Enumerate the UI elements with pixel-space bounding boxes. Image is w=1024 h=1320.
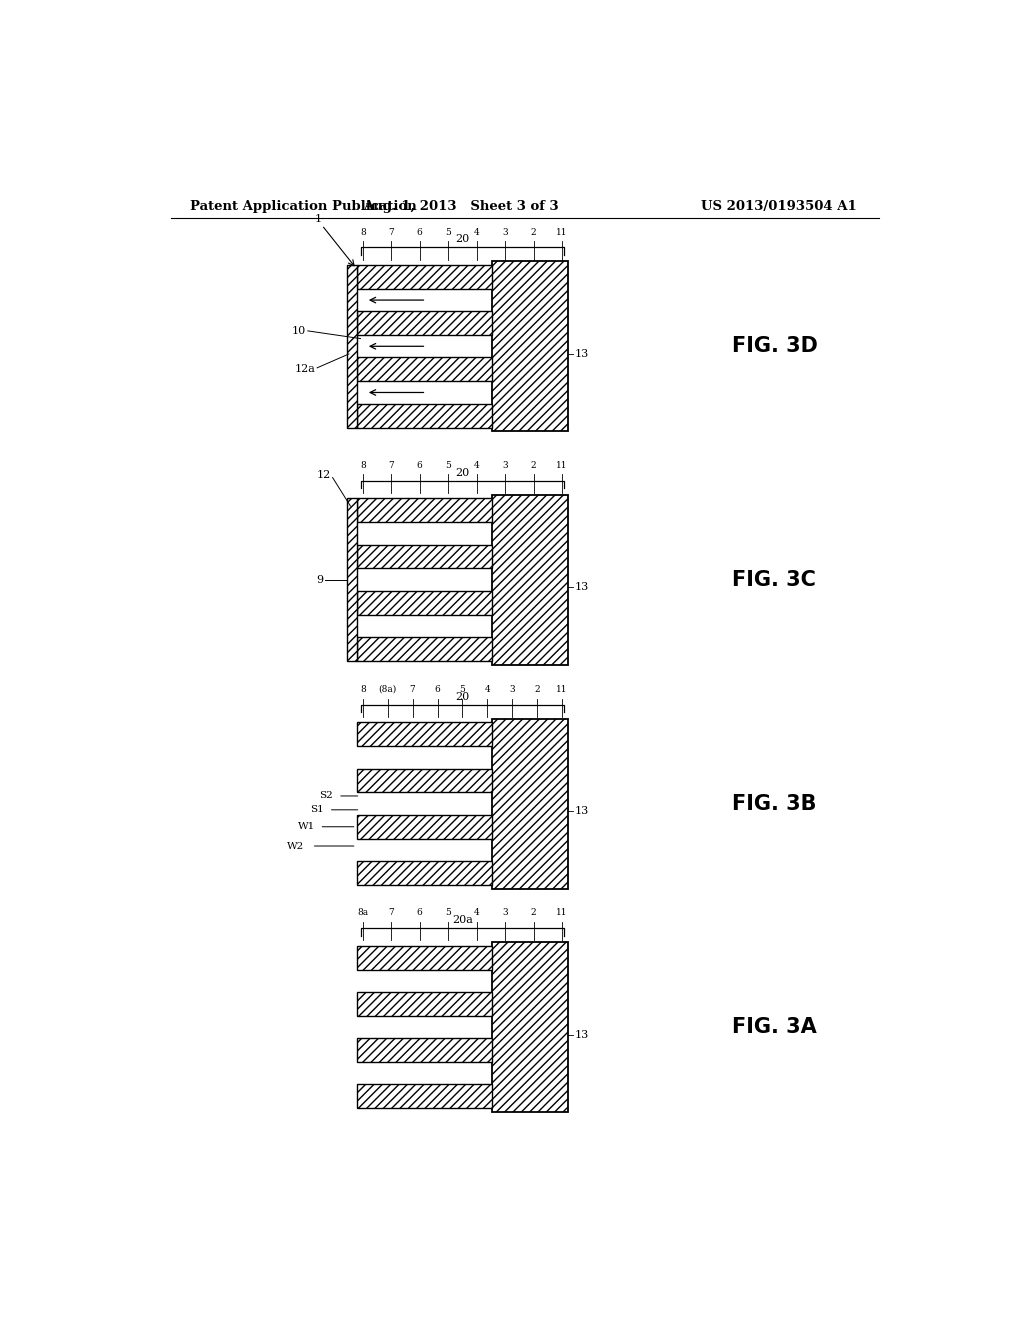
Text: 5: 5: [445, 227, 452, 236]
Bar: [356, 768, 493, 792]
Text: 4: 4: [474, 908, 479, 917]
Text: 7: 7: [388, 461, 394, 470]
Text: 13: 13: [574, 582, 589, 593]
Text: (8a): (8a): [379, 685, 397, 694]
Text: W1: W1: [298, 822, 314, 832]
Bar: [356, 814, 493, 838]
Text: 20: 20: [456, 234, 470, 244]
Text: 9: 9: [316, 574, 324, 585]
Text: S1: S1: [310, 805, 324, 814]
Text: FIG. 3D: FIG. 3D: [732, 337, 818, 356]
Bar: [356, 638, 493, 661]
Bar: [493, 942, 568, 1111]
Text: 11: 11: [556, 227, 567, 236]
Text: 20: 20: [456, 692, 470, 702]
Text: 4: 4: [474, 461, 479, 470]
Text: 6: 6: [434, 685, 440, 694]
Text: FIG. 3C: FIG. 3C: [732, 570, 816, 590]
Bar: [346, 265, 356, 428]
Text: 20: 20: [456, 467, 470, 478]
Text: 10: 10: [292, 326, 306, 335]
Text: 11: 11: [556, 685, 567, 694]
Text: W2: W2: [287, 842, 304, 850]
Text: 12a: 12a: [295, 364, 315, 375]
Text: FIG. 3B: FIG. 3B: [732, 793, 817, 813]
Text: 6: 6: [417, 227, 423, 236]
Bar: [356, 722, 493, 746]
Text: 3: 3: [509, 685, 515, 694]
Text: 11: 11: [556, 461, 567, 470]
Text: 13: 13: [574, 807, 589, 816]
Text: FIG. 3A: FIG. 3A: [732, 1016, 817, 1038]
Text: 2: 2: [530, 227, 537, 236]
Bar: [493, 495, 568, 665]
Text: 7: 7: [388, 227, 394, 236]
Text: 20a: 20a: [452, 915, 473, 925]
Bar: [356, 1084, 493, 1109]
Text: 8: 8: [360, 461, 366, 470]
Bar: [356, 945, 493, 970]
Text: 3: 3: [503, 908, 508, 917]
Text: 2: 2: [530, 461, 537, 470]
Bar: [493, 718, 568, 888]
Text: 11: 11: [556, 908, 567, 917]
Text: 2: 2: [530, 908, 537, 917]
Text: 4: 4: [474, 227, 479, 236]
Text: 6: 6: [417, 908, 423, 917]
Text: Patent Application Publication: Patent Application Publication: [190, 199, 417, 213]
Bar: [356, 591, 493, 615]
Text: Aug. 1, 2013   Sheet 3 of 3: Aug. 1, 2013 Sheet 3 of 3: [364, 199, 559, 213]
Bar: [356, 312, 493, 335]
Text: 13: 13: [574, 1030, 589, 1040]
Bar: [346, 499, 356, 661]
Bar: [493, 261, 568, 432]
Text: US 2013/0193504 A1: US 2013/0193504 A1: [701, 199, 857, 213]
Bar: [356, 1038, 493, 1063]
Text: 5: 5: [445, 461, 452, 470]
Bar: [356, 861, 493, 884]
Bar: [356, 265, 493, 289]
Text: 5: 5: [445, 908, 452, 917]
Bar: [356, 499, 493, 523]
Text: S2: S2: [319, 792, 334, 800]
Text: 7: 7: [388, 908, 394, 917]
Text: 4: 4: [484, 685, 490, 694]
Bar: [356, 545, 493, 569]
Text: 12: 12: [316, 470, 331, 480]
Text: 3: 3: [503, 461, 508, 470]
Text: 7: 7: [410, 685, 416, 694]
Text: 8a: 8a: [357, 908, 369, 917]
Bar: [356, 991, 493, 1016]
Bar: [356, 404, 493, 428]
Text: 3: 3: [503, 227, 508, 236]
Text: 1: 1: [314, 214, 322, 224]
Text: 13: 13: [574, 348, 589, 359]
Text: 8: 8: [360, 685, 366, 694]
Text: 8: 8: [360, 227, 366, 236]
Text: 2: 2: [535, 685, 540, 694]
Text: 6: 6: [417, 461, 423, 470]
Text: 5: 5: [460, 685, 465, 694]
Bar: [356, 358, 493, 381]
